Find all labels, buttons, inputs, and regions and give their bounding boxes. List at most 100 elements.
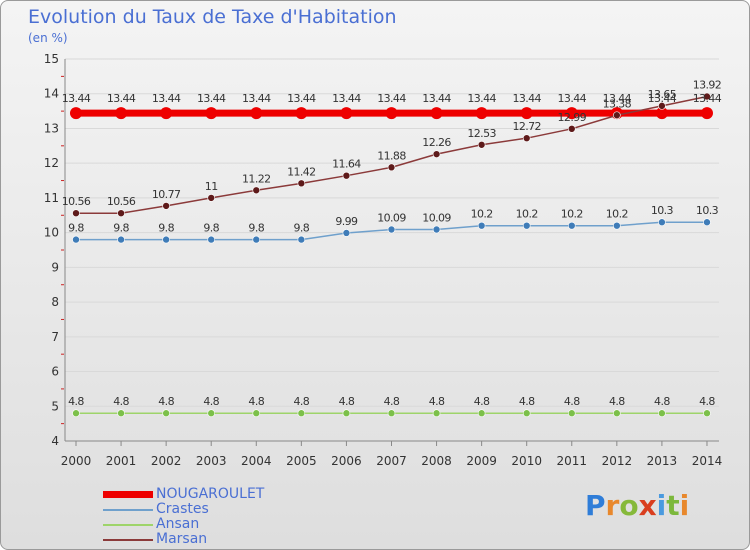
data-point-nougaroulet — [655, 107, 668, 120]
data-point-ansan — [162, 409, 170, 418]
legend-item-crastes[interactable]: Crastes — [103, 501, 343, 517]
y-tick-label: 10 — [44, 226, 59, 240]
data-point-crastes — [432, 225, 441, 234]
data-label-marsan: 10.56 — [62, 195, 91, 208]
x-tick-label: 2008 — [421, 454, 452, 468]
y-tick-label: 13 — [44, 121, 59, 135]
data-point-marsan — [522, 134, 531, 142]
y-tick-label: 12 — [44, 156, 59, 170]
logo-letter: P — [585, 489, 606, 522]
data-label-crastes: 10.09 — [377, 212, 406, 225]
x-tick-label: 2002 — [151, 454, 182, 468]
legend-swatch-ansan — [103, 524, 153, 526]
data-point-ansan — [567, 409, 576, 418]
legend-item-marsan[interactable]: Marsan — [103, 531, 343, 547]
data-label-crastes: 9.99 — [335, 215, 358, 228]
y-tick-label: 9 — [51, 260, 59, 274]
data-point-crastes — [522, 221, 531, 230]
legend-swatch-marsan — [103, 539, 153, 541]
y-tick-label: 8 — [51, 295, 59, 309]
data-point-crastes — [117, 235, 125, 244]
data-point-crastes — [477, 221, 486, 230]
data-label-marsan: 12.26 — [422, 136, 451, 149]
y-tick-label: 4 — [51, 434, 59, 448]
data-label-marsan: 11.42 — [287, 165, 316, 178]
y-tick-label: 14 — [44, 87, 59, 101]
data-label-marsan: 11.88 — [377, 149, 406, 162]
legend: NOUGAROULET Crastes Ansan Marsan — [103, 486, 343, 547]
data-label-crastes: 9.8 — [113, 222, 129, 235]
data-label-crastes: 10.2 — [516, 208, 538, 221]
x-tick-label: 2010 — [511, 454, 542, 468]
data-point-nougaroulet — [115, 107, 128, 120]
grid-layer — [65, 58, 719, 442]
data-point-marsan — [72, 209, 80, 217]
data-point-marsan — [432, 150, 441, 158]
data-label-marsan: 13.65 — [648, 88, 677, 101]
data-label-crastes: 10.3 — [651, 204, 674, 217]
data-point-crastes — [658, 218, 666, 227]
data-point-marsan — [252, 186, 261, 195]
data-label-marsan: 12.72 — [512, 120, 541, 133]
data-label-nougaroulet: 13.44 — [62, 92, 91, 105]
data-label-nougaroulet: 13.44 — [287, 92, 316, 105]
data-point-nougaroulet — [565, 107, 578, 120]
data-point-nougaroulet — [340, 107, 353, 120]
data-point-crastes — [72, 235, 80, 244]
data-label-nougaroulet: 13.44 — [242, 92, 271, 105]
data-label-marsan: 10.56 — [107, 195, 136, 208]
x-tick-label: 2011 — [556, 454, 587, 468]
data-label-nougaroulet: 13.44 — [377, 92, 406, 105]
data-label-crastes: 9.8 — [248, 222, 264, 235]
x-tick-label: 2004 — [241, 454, 272, 468]
x-tick-label: 2012 — [602, 454, 633, 468]
data-point-ansan — [613, 409, 621, 418]
data-label-layer: 13.44 13.44 13.44 13.44 13.44 13.44 13.44 13.44… — [62, 79, 723, 409]
data-point-nougaroulet — [700, 107, 713, 120]
data-label-crastes: 10.2 — [471, 208, 493, 221]
data-label-nougaroulet: 13.44 — [152, 92, 181, 105]
data-point-marsan — [162, 202, 170, 210]
data-point-crastes — [252, 235, 261, 244]
data-label-ansan: 4.8 — [339, 395, 355, 408]
data-label-nougaroulet: 13.44 — [107, 92, 136, 105]
data-label-nougaroulet: 13.44 — [693, 92, 722, 105]
y-axis-unit: (en %) — [28, 31, 68, 45]
data-label-ansan: 4.8 — [429, 395, 445, 408]
data-label-ansan: 4.8 — [519, 395, 535, 408]
data-label-ansan: 4.8 — [203, 395, 219, 408]
data-point-marsan — [297, 179, 306, 188]
data-point-ansan — [117, 409, 125, 418]
data-label-nougaroulet: 13.44 — [422, 92, 451, 105]
data-label-ansan: 4.8 — [113, 395, 129, 408]
data-label-ansan: 4.8 — [564, 395, 580, 408]
data-point-ansan — [72, 409, 80, 418]
y-tick-label: 6 — [51, 365, 59, 379]
y-tick-label: 11 — [44, 191, 59, 205]
data-point-marsan — [477, 140, 486, 149]
logo-letter: t — [666, 489, 680, 522]
data-point-nougaroulet — [205, 107, 218, 120]
series-layer — [70, 92, 713, 418]
axis-layer: 4 5 6 7 8 9 10 11 12 13 14 15 2000 2001 2002 2003 2004 20… — [44, 52, 723, 468]
data-label-crastes: 10.2 — [606, 208, 628, 221]
legend-label-ansan: Ansan — [156, 516, 200, 532]
data-point-ansan — [297, 409, 306, 418]
data-label-ansan: 4.8 — [248, 395, 264, 408]
legend-item-nougaroulet[interactable]: NOUGAROULET — [103, 486, 343, 502]
data-label-nougaroulet: 13.44 — [512, 92, 541, 105]
data-label-marsan: 12.53 — [467, 127, 496, 140]
data-label-ansan: 4.8 — [654, 395, 670, 408]
data-label-crastes: 10.2 — [561, 208, 583, 221]
data-label-nougaroulet: 13.44 — [467, 92, 496, 105]
data-point-nougaroulet — [70, 107, 82, 120]
legend-item-ansan[interactable]: Ansan — [103, 516, 343, 532]
data-point-nougaroulet — [520, 107, 533, 120]
data-label-marsan: 11.22 — [242, 172, 271, 185]
data-point-crastes — [162, 235, 170, 244]
data-point-marsan — [117, 209, 125, 217]
y-tick-label: 15 — [44, 52, 59, 66]
logo-letter: x — [638, 489, 657, 522]
x-tick-label: 2003 — [196, 454, 227, 468]
